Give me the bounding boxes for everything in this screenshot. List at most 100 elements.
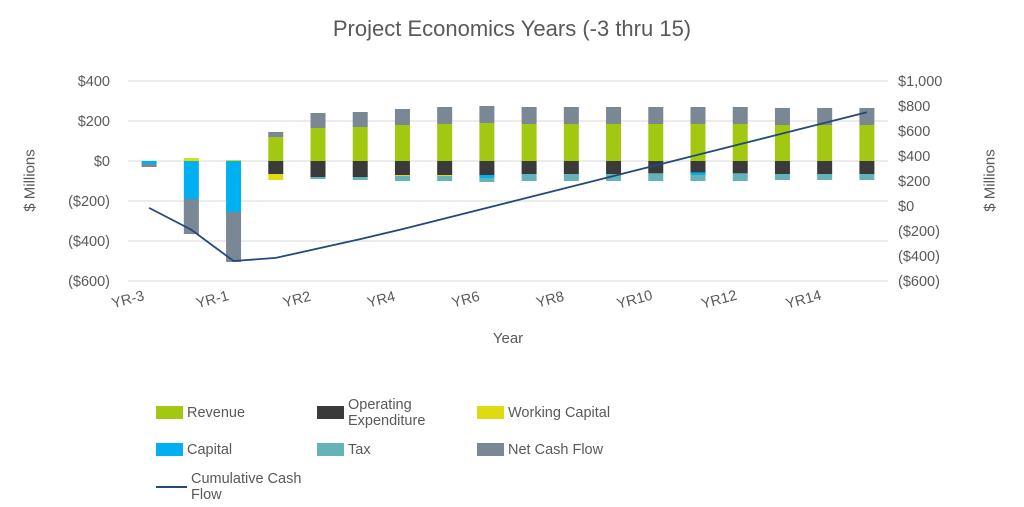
right-axis-tick-label: $200 (898, 174, 930, 190)
bar-segment (394, 161, 410, 175)
bar-segment (437, 107, 453, 124)
bar-segment (690, 172, 706, 175)
left-axis-tick-label: ($600) (68, 274, 110, 290)
bar-segment (690, 175, 706, 181)
left-axis-tick-label: ($200) (68, 194, 110, 210)
left-axis-tick-label: $0 (94, 154, 110, 170)
bar-segment (141, 164, 157, 167)
legend-item-cumulative-cash-flow: Cumulative Cash Flow (156, 471, 317, 503)
bar-segment (352, 161, 368, 177)
bar-segment (817, 108, 833, 125)
right-axis-tick-label: $800 (898, 99, 930, 115)
left-axis-tick-label: ($400) (68, 234, 110, 250)
right-axis-tick-label: $0 (898, 199, 914, 215)
bar-segment (183, 158, 199, 161)
bar-segment (437, 176, 453, 181)
bar-segment (268, 137, 284, 161)
bar-segment (352, 177, 368, 180)
bar-segment (352, 112, 368, 127)
bar-segment (774, 174, 790, 180)
legend-item-operating-expenditure: Operating Expenditure (317, 397, 477, 429)
bar-segment (394, 125, 410, 161)
bar-segment (648, 124, 664, 161)
bar-segment (479, 123, 495, 161)
bar-segment (563, 107, 579, 124)
bar-segment (690, 161, 706, 173)
bar-segment (226, 212, 242, 262)
bar-segment (310, 177, 326, 179)
bar-segment (521, 107, 537, 124)
x-axis-tick-label: YR-1 (194, 288, 230, 312)
legend-label: Net Cash Flow (508, 441, 604, 458)
x-axis-tick-label: YR2 (281, 289, 312, 312)
bar-segment (648, 107, 664, 124)
bar-segment (563, 174, 579, 181)
bar-segment (183, 161, 199, 199)
legend-label: Cumulative Cash Flow (191, 470, 302, 503)
bar-segment (394, 109, 410, 125)
legend-swatch-icon (156, 443, 183, 456)
legend-swatch-icon (317, 406, 344, 419)
bar-segment (521, 161, 537, 174)
bar-segment (521, 124, 537, 161)
legend-item-revenue: Revenue (156, 405, 317, 421)
bar-segment (394, 176, 410, 181)
bar-segment (437, 124, 453, 161)
x-axis-tick-label: YR12 (700, 288, 739, 313)
legend-swatch-icon (477, 443, 504, 456)
bar-segment (268, 132, 284, 137)
bar-segment (859, 161, 875, 174)
bar-segment (352, 127, 368, 161)
left-axis-tick-label: $400 (78, 74, 110, 90)
x-axis-tick-label: YR10 (615, 288, 654, 313)
legend-label: Revenue (187, 404, 246, 421)
right-axis-tick-label: ($400) (898, 249, 940, 265)
cumulative-line (148, 111, 868, 262)
right-axis-tick-label: $1,000 (898, 74, 942, 90)
bar-segment (479, 106, 495, 123)
bar-segment (859, 108, 875, 125)
bar-segment (226, 161, 242, 212)
bar-segment (310, 113, 326, 128)
x-axis-title: Year (492, 330, 524, 347)
x-axis-tick-label: YR8 (535, 289, 566, 312)
left-axis-tick-label: $200 (78, 114, 110, 130)
x-axis-tick-label: YR6 (450, 289, 481, 312)
legend-swatch-icon (156, 485, 187, 488)
bar-segment (817, 161, 833, 174)
bar-segment (183, 199, 199, 234)
bar-segment (437, 175, 453, 176)
legend-swatch-icon (477, 406, 504, 419)
right-axis-tick-label: $400 (898, 149, 930, 165)
bar-segment (268, 174, 284, 180)
legend-label: Operating Expenditure (348, 396, 426, 429)
bar-segment (606, 107, 622, 124)
bar-segment (859, 174, 875, 180)
legend-label: Tax (348, 441, 371, 458)
legend-item-net-cash-flow: Net Cash Flow (477, 442, 677, 458)
legend: Revenue Operating Expenditure Working Capi… (156, 394, 677, 505)
bar-segment (774, 125, 790, 161)
bar-segment (479, 178, 495, 182)
bar-segment (226, 160, 242, 161)
bar-segment (690, 124, 706, 161)
legend-item-capital: Capital (156, 442, 317, 458)
legend-label: Capital (187, 441, 233, 458)
legend-swatch-icon (156, 406, 183, 419)
right-axis-tick-label: ($200) (898, 224, 940, 240)
bar-segment (310, 128, 326, 161)
bar-segment (563, 124, 579, 161)
bar-segment (732, 124, 748, 161)
bar-segment (479, 175, 495, 178)
bar-segment (437, 161, 453, 175)
bar-segment (521, 174, 537, 181)
bar-segment (774, 108, 790, 125)
bar-segment (732, 107, 748, 124)
bar-segment (732, 161, 748, 174)
x-axis-tick-label: YR14 (784, 288, 823, 313)
bar-segment (648, 173, 664, 181)
bar-segment (606, 161, 622, 174)
bar-segment (774, 161, 790, 174)
